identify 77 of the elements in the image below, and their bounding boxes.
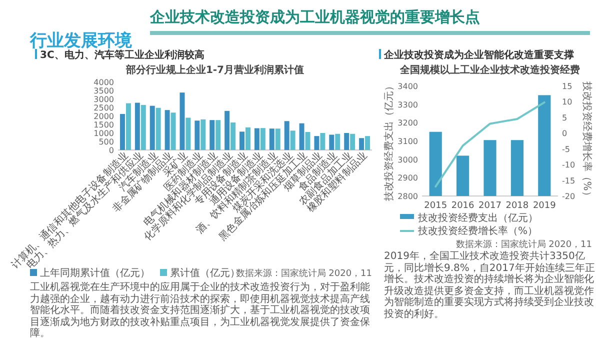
bar — [120, 114, 125, 150]
line-series — [434, 101, 546, 188]
legend-label: 上年同期累计值（亿元） — [40, 267, 150, 279]
source-note: 数据来源：国家统计局 2020，11 — [456, 239, 592, 250]
x-tick-label: 2015 — [424, 201, 448, 211]
bar — [269, 128, 274, 150]
y-tick-label: 3000 — [398, 155, 418, 164]
y-tick-label: 2000 — [94, 112, 114, 121]
y2-tick-label: -15 — [562, 176, 576, 186]
y2-tick-label: -10 — [562, 160, 576, 170]
chart-title: 部分行业规上企业1-7月营业利润累计值 — [124, 64, 304, 76]
y2-tick-label: 5 — [562, 113, 568, 122]
bar — [200, 119, 206, 150]
y2-tick-label: -5 — [562, 144, 570, 154]
bar — [329, 134, 334, 150]
bar — [344, 133, 350, 150]
bar — [320, 133, 326, 150]
bar — [140, 104, 146, 150]
bar — [240, 132, 244, 150]
legend-label: 技改投资经费增长率（%） — [417, 225, 538, 237]
bar — [246, 127, 250, 150]
y-tick-label: 2900 — [398, 174, 418, 183]
y2-axis-title: 技改投资经费增长率（%） — [581, 80, 593, 201]
bar — [224, 110, 230, 150]
text: 2019年，全国工业技术改造投资共计3350亿元，同比增长9.8%，自2017年开始连续三年正增长。技术改造投资的持续增长将为企业智能化升级改造提供更多资金支持，而工业机器视觉作为智能制造的重要实现方式将持续受到企业技改投资的利好。 — [384, 251, 596, 320]
x-tick-label: 2018 — [506, 201, 529, 211]
y-tick-label: 1000 — [94, 129, 114, 138]
y-tick-label: 3300 — [398, 100, 418, 110]
bar — [314, 136, 320, 150]
bar — [275, 128, 280, 150]
x-tick-label: 2019 — [532, 201, 556, 211]
bar — [150, 106, 155, 150]
bar — [194, 120, 200, 150]
bar — [216, 120, 221, 150]
x-tick-label: 2016 — [451, 201, 475, 211]
bar — [170, 112, 176, 150]
text: 企业技术改造投资成为工业机器视觉的重要增长点 — [149, 8, 480, 26]
y-tick-label: 2500 — [94, 104, 114, 112]
bar — [350, 134, 356, 150]
bar — [254, 128, 260, 150]
bar — [365, 136, 370, 150]
bar — [260, 128, 266, 150]
y-tick-label: 4000 — [94, 78, 114, 87]
bar — [126, 103, 131, 150]
y-tick-label: 500 — [98, 138, 114, 146]
y-axis-title: 技改投资经费支出（亿元） — [383, 81, 395, 202]
y-tick-label: 3400 — [398, 82, 418, 91]
y2-tick-label: 15 — [562, 82, 572, 91]
bar — [156, 108, 161, 150]
bar — [210, 120, 215, 150]
y-tick-label: 2800 — [398, 192, 418, 201]
legend-label: 技改投资经费支出（亿元） — [417, 212, 538, 224]
text: 行业发展环境 — [29, 31, 132, 51]
bar — [134, 102, 140, 150]
y2-tick-label: 10 — [562, 98, 572, 107]
y-tick-label: 0 — [108, 146, 114, 155]
x-tick-label: 2017 — [478, 201, 502, 211]
y2-tick-label: -20 — [562, 192, 576, 201]
y-tick-label: 3200 — [398, 118, 418, 128]
chart-subtitle: 3C、电力、汽车等工业企业利润较高 — [40, 49, 204, 61]
chart-subtitle: 企业技改投资成为企业智能化改造重要支撑 — [383, 49, 574, 61]
y-tick-label: 3100 — [398, 137, 418, 146]
bar — [230, 122, 236, 150]
bar — [180, 92, 185, 150]
y-tick-label: 3500 — [94, 86, 114, 96]
bar — [359, 138, 364, 150]
bar — [299, 123, 304, 150]
y-tick-label: 1500 — [94, 120, 114, 130]
bar — [335, 134, 340, 150]
bar — [284, 121, 290, 150]
bar — [290, 130, 296, 150]
bar — [186, 118, 191, 150]
bar — [305, 132, 310, 150]
y-tick-label: 3000 — [94, 95, 114, 104]
chart-title: 全国规模以上工业企业技术改造投资经费 — [399, 64, 580, 76]
bar — [164, 110, 170, 150]
y2-tick-label: 0 — [562, 129, 568, 138]
